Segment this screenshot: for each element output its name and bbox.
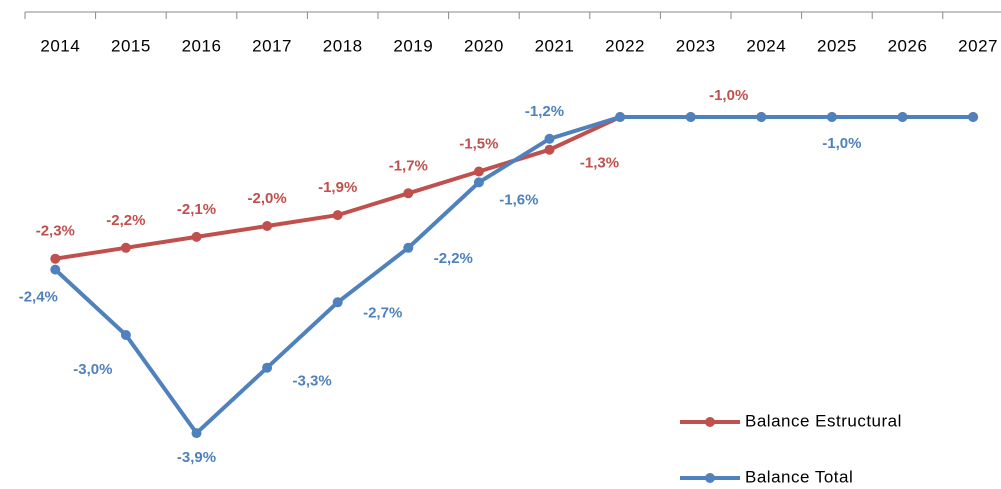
- data-point: [120, 242, 131, 253]
- data-label: -3,0%: [73, 361, 112, 378]
- data-point: [473, 166, 484, 177]
- x-tick-label: 2015: [111, 36, 151, 55]
- data-point: [968, 112, 979, 122]
- x-tick-label: 2022: [605, 36, 645, 55]
- x-tick-label: 2024: [746, 36, 786, 55]
- x-tick-label: 2019: [393, 36, 433, 55]
- data-label: -1,2%: [525, 103, 564, 120]
- data-label: -2,7%: [363, 304, 402, 321]
- data-point: [897, 112, 908, 122]
- data-label: -2,3%: [36, 223, 75, 240]
- data-point: [332, 297, 343, 308]
- data-point: [403, 188, 414, 199]
- x-tick-label: 2026: [888, 36, 928, 55]
- x-tick-label: 2017: [252, 36, 292, 55]
- data-point: [544, 133, 555, 144]
- data-label: -3,3%: [293, 373, 332, 390]
- legend-label: Balance Estructural: [745, 411, 902, 430]
- x-tick-label: 2016: [182, 36, 222, 55]
- data-point: [544, 144, 555, 155]
- data-point: [50, 253, 61, 264]
- legend-marker: [705, 473, 715, 483]
- data-point: [756, 112, 767, 122]
- data-point: [332, 210, 343, 221]
- data-label: -1,5%: [459, 135, 498, 152]
- data-label: -1,9%: [318, 179, 357, 196]
- x-tick-label: 2023: [676, 36, 716, 55]
- x-tick-label: 2025: [817, 36, 857, 55]
- data-point: [262, 362, 273, 373]
- data-label: -1,0%: [709, 87, 748, 104]
- x-tick-label: 2018: [323, 36, 363, 55]
- data-point: [50, 264, 61, 275]
- data-point: [403, 242, 414, 253]
- data-point: [685, 112, 696, 122]
- data-label: -1,7%: [389, 157, 428, 174]
- data-point: [473, 177, 484, 188]
- x-tick-label: 2020: [464, 36, 504, 55]
- data-point: [120, 330, 131, 340]
- data-label: -2,0%: [248, 190, 287, 207]
- x-tick-label: 2021: [535, 36, 575, 55]
- x-tick-label: 2014: [40, 36, 80, 55]
- series-line: [53, 115, 974, 437]
- data-point: [615, 112, 626, 122]
- data-point: [191, 231, 202, 242]
- data-label: -1,6%: [499, 191, 538, 208]
- data-label: -1,0%: [822, 135, 861, 152]
- data-label: -1,3%: [580, 155, 619, 172]
- x-tick-label: 2027: [958, 36, 998, 55]
- legend-marker: [705, 417, 715, 427]
- data-label: -2,1%: [177, 201, 216, 218]
- data-label: -2,2%: [106, 212, 145, 229]
- data-label: -3,9%: [177, 449, 216, 466]
- data-label: -2,4%: [19, 289, 58, 306]
- data-point: [191, 428, 202, 439]
- data-point: [826, 112, 837, 122]
- data-label: -2,2%: [434, 250, 473, 267]
- data-point: [262, 221, 273, 231]
- legend-label: Balance Total: [745, 467, 853, 486]
